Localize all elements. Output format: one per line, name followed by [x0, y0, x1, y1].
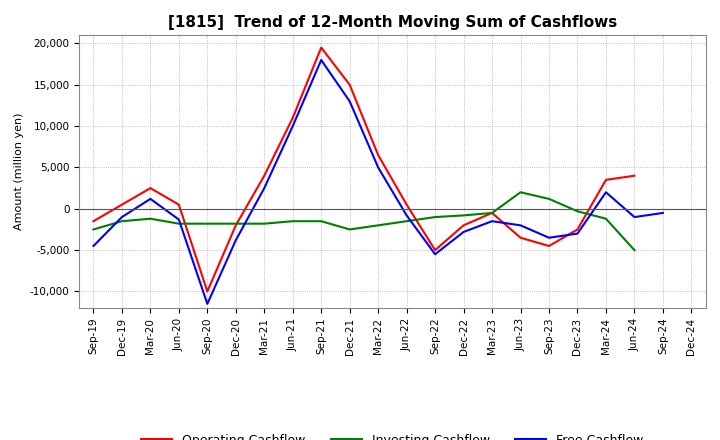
Investing Cashflow: [487, 210, 496, 216]
Legend: Operating Cashflow, Investing Cashflow, Free Cashflow: Operating Cashflow, Investing Cashflow, …: [136, 429, 649, 440]
Line: Free Cashflow: Free Cashflow: [94, 60, 663, 304]
Free Cashflow: [232, 238, 240, 243]
Investing Cashflow: [146, 216, 155, 221]
Free Cashflow: [459, 229, 468, 235]
Line: Investing Cashflow: Investing Cashflow: [94, 192, 634, 250]
Operating Cashflow: [260, 173, 269, 178]
Investing Cashflow: [289, 219, 297, 224]
Operating Cashflow: [374, 152, 382, 158]
Operating Cashflow: [117, 202, 126, 207]
Operating Cashflow: [545, 243, 554, 249]
Investing Cashflow: [346, 227, 354, 232]
Operating Cashflow: [146, 186, 155, 191]
Free Cashflow: [374, 165, 382, 170]
Investing Cashflow: [516, 190, 525, 195]
Investing Cashflow: [431, 214, 439, 220]
Operating Cashflow: [402, 202, 411, 207]
Operating Cashflow: [203, 289, 212, 294]
Operating Cashflow: [317, 45, 325, 50]
Investing Cashflow: [174, 221, 183, 226]
Operating Cashflow: [232, 223, 240, 228]
Operating Cashflow: [431, 247, 439, 253]
Investing Cashflow: [545, 196, 554, 202]
Free Cashflow: [402, 213, 411, 218]
Operating Cashflow: [459, 223, 468, 228]
Operating Cashflow: [630, 173, 639, 178]
Free Cashflow: [431, 252, 439, 257]
Line: Operating Cashflow: Operating Cashflow: [94, 48, 634, 291]
Free Cashflow: [573, 231, 582, 236]
Y-axis label: Amount (million yen): Amount (million yen): [14, 113, 24, 231]
Investing Cashflow: [573, 209, 582, 214]
Investing Cashflow: [374, 223, 382, 228]
Free Cashflow: [346, 99, 354, 104]
Investing Cashflow: [630, 247, 639, 253]
Operating Cashflow: [602, 177, 611, 183]
Title: [1815]  Trend of 12-Month Moving Sum of Cashflows: [1815] Trend of 12-Month Moving Sum of C…: [168, 15, 617, 30]
Investing Cashflow: [402, 219, 411, 224]
Free Cashflow: [545, 235, 554, 240]
Free Cashflow: [174, 217, 183, 222]
Operating Cashflow: [487, 210, 496, 216]
Free Cashflow: [630, 214, 639, 220]
Free Cashflow: [260, 186, 269, 191]
Operating Cashflow: [346, 82, 354, 88]
Free Cashflow: [146, 196, 155, 202]
Free Cashflow: [516, 223, 525, 228]
Free Cashflow: [203, 301, 212, 307]
Investing Cashflow: [260, 221, 269, 226]
Investing Cashflow: [232, 221, 240, 226]
Investing Cashflow: [459, 213, 468, 218]
Free Cashflow: [659, 210, 667, 216]
Free Cashflow: [289, 124, 297, 129]
Operating Cashflow: [89, 219, 98, 224]
Operating Cashflow: [516, 235, 525, 240]
Investing Cashflow: [203, 221, 212, 226]
Operating Cashflow: [573, 227, 582, 232]
Investing Cashflow: [602, 216, 611, 221]
Free Cashflow: [89, 243, 98, 249]
Investing Cashflow: [89, 227, 98, 232]
Operating Cashflow: [289, 115, 297, 121]
Investing Cashflow: [317, 219, 325, 224]
Free Cashflow: [487, 219, 496, 224]
Free Cashflow: [602, 190, 611, 195]
Operating Cashflow: [174, 202, 183, 207]
Free Cashflow: [317, 57, 325, 62]
Investing Cashflow: [117, 219, 126, 224]
Free Cashflow: [117, 214, 126, 220]
